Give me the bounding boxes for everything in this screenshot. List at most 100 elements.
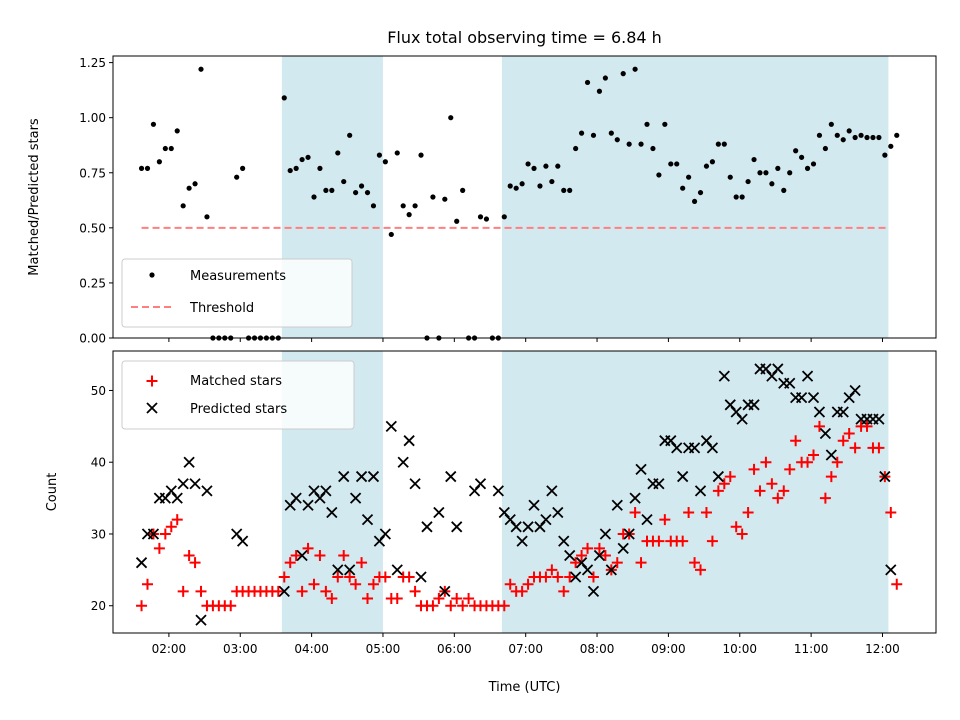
- measurement-point: [632, 66, 638, 72]
- top-y-tick-label: 0.50: [79, 221, 106, 235]
- predicted-star-marker: [819, 427, 832, 440]
- matched-star-marker: [356, 557, 368, 569]
- measurement-point: [757, 170, 763, 176]
- measurement-point: [240, 165, 246, 171]
- measurement-point: [739, 194, 745, 200]
- matched-star-marker: [659, 514, 671, 526]
- measurement-point: [781, 187, 787, 193]
- predicted-star-marker: [409, 478, 421, 490]
- matched-star-marker: [593, 542, 605, 554]
- x-tick-label: 05:00: [366, 642, 401, 656]
- measurement-point: [335, 150, 341, 156]
- x-tick-label: 06:00: [437, 642, 472, 656]
- matched-star-marker: [831, 456, 843, 468]
- x-tick-label: 04:00: [294, 642, 329, 656]
- measurement-point: [186, 185, 192, 191]
- predicted-star-marker: [195, 614, 207, 626]
- predicted-star-marker: [653, 478, 665, 490]
- top-y-tick-label: 0.00: [79, 332, 106, 346]
- matched-star-marker: [825, 471, 837, 483]
- matched-star-marker: [599, 550, 611, 562]
- predicted-star-marker: [635, 463, 647, 476]
- bottom-y-tick-label: 20: [91, 599, 106, 613]
- matched-star-marker: [885, 506, 897, 518]
- measurement-point: [329, 187, 335, 193]
- predicted-star-marker: [492, 485, 504, 497]
- predicted-star-marker: [474, 478, 487, 490]
- predicted-star-marker: [439, 585, 451, 598]
- matched-star-marker: [427, 600, 439, 612]
- matched-star-marker: [629, 506, 641, 518]
- predicted-star-marker: [593, 549, 606, 562]
- predicted-star-marker: [546, 485, 558, 497]
- predicted-star-marker: [278, 585, 290, 598]
- matched-star-marker: [367, 578, 379, 590]
- measurement-point: [864, 134, 870, 141]
- x-tick-label: 09:00: [651, 642, 686, 656]
- predicted-star-marker: [587, 585, 600, 598]
- matched-star-marker: [308, 578, 320, 590]
- predicted-star-marker: [694, 485, 707, 497]
- measurement-point: [204, 214, 210, 220]
- measurement-point: [180, 203, 186, 209]
- predicted-star-marker: [522, 521, 534, 533]
- matched-star-marker: [582, 542, 594, 554]
- predicted-star-marker: [772, 363, 784, 375]
- measurement-point: [305, 154, 311, 160]
- measurement-point: [733, 194, 739, 200]
- measurement-point: [686, 174, 692, 180]
- top-y-axis-label: Matched/Predicted stars: [27, 118, 42, 276]
- predicted-star-marker: [879, 470, 891, 483]
- matched-star-marker: [843, 428, 855, 440]
- top-panel: 0.00 0.25 0.50 0.75 1.00 1.25 Matched/Predict…: [27, 55, 937, 346]
- predicted-star-marker: [290, 492, 302, 504]
- matched-star-marker: [290, 550, 302, 562]
- predicted-star-marker: [379, 528, 391, 540]
- predicted-star-marker: [326, 506, 338, 519]
- matched-star-marker: [730, 521, 742, 533]
- measurement-point: [703, 163, 710, 169]
- measurement-point: [668, 161, 674, 167]
- matched-star-marker: [391, 593, 403, 605]
- measurement-point: [549, 178, 555, 185]
- measurement-point: [596, 88, 603, 94]
- measurement-point: [846, 128, 852, 134]
- x-tick-label: 12:00: [865, 642, 900, 656]
- measurement-point: [341, 178, 347, 185]
- measurement-point: [394, 150, 400, 156]
- measurement-point: [567, 187, 573, 193]
- measurement-point: [674, 161, 680, 167]
- predicted-star-marker: [451, 521, 463, 533]
- measurement-point: [174, 128, 180, 134]
- x-tick-label: 02:00: [152, 642, 187, 656]
- predicted-star-marker: [801, 370, 814, 382]
- shaded-interval: [501, 56, 889, 338]
- measurement-point: [882, 152, 888, 158]
- matched-star-marker: [362, 593, 374, 605]
- matched-star-marker: [552, 571, 564, 583]
- legend-matched-marker: [146, 375, 158, 387]
- measurement-point: [460, 187, 466, 193]
- legend-measurements-marker: [149, 272, 155, 278]
- predicted-star-marker: [558, 535, 570, 547]
- predicted-star-marker: [784, 377, 796, 389]
- x-tick-label: 10:00: [722, 642, 757, 656]
- measurement-point: [614, 137, 620, 143]
- predicted-star-marker: [552, 506, 564, 519]
- measurement-point: [507, 183, 513, 189]
- predicted-star-marker: [302, 499, 314, 511]
- bottom-y-ticks: 20 30 40 50: [91, 384, 113, 613]
- predicted-star-marker: [397, 456, 409, 468]
- matched-star-marker: [445, 600, 457, 612]
- predicted-star-marker: [599, 528, 612, 540]
- predicted-star-marker: [570, 571, 582, 583]
- measurement-point: [150, 121, 157, 127]
- predicted-star-marker: [623, 528, 635, 540]
- top-y-tick-label: 1.00: [79, 111, 106, 125]
- matched-star-marker: [278, 571, 290, 583]
- predicted-star-marker: [421, 521, 433, 533]
- matched-star-marker: [677, 535, 689, 547]
- matched-star-marker: [778, 485, 790, 497]
